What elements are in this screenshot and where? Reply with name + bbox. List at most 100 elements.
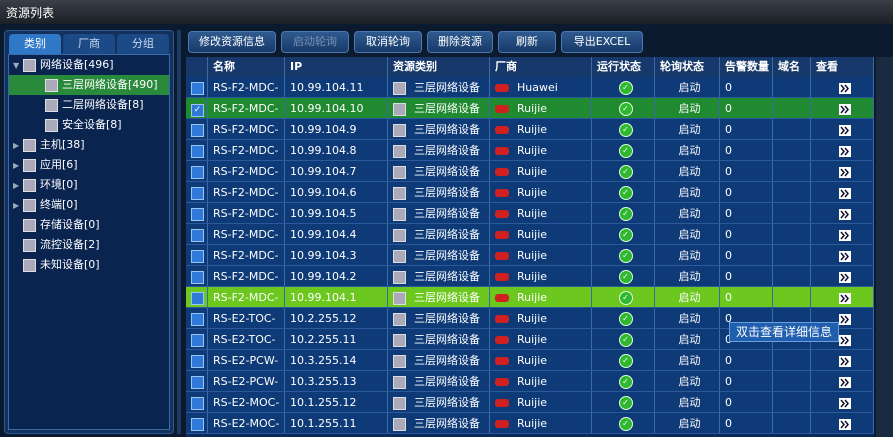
view-button[interactable] (838, 103, 851, 115)
cell (773, 308, 811, 328)
table-row[interactable]: RS-F2-MDC- 10.99.104.9 三层网络设备 Ruijie ✓ 启动 0 (186, 119, 874, 140)
tab[interactable]: 分组 (117, 34, 169, 54)
checkbox[interactable] (191, 355, 204, 368)
table-row[interactable]: RS-F2-MDC- 10.99.104.4 三层网络设备 Ruijie ✓ 启动 0 (186, 224, 874, 245)
expander[interactable]: ▼ (13, 61, 20, 70)
table-row[interactable]: RS-F2-MDC- 10.99.104.8 三层网络设备 Ruijie ✓ 启动 0 (186, 140, 874, 161)
cell (186, 308, 208, 328)
header-cell[interactable]: 运行状态 (592, 57, 655, 77)
view-button[interactable] (838, 145, 851, 157)
header-cell[interactable]: 域名 (773, 57, 811, 77)
vendor-logo (495, 252, 509, 260)
tree-item[interactable]: 未知设备[0] (9, 255, 169, 275)
checkbox[interactable] (191, 166, 204, 179)
view-button[interactable] (838, 124, 851, 136)
toolbar-button[interactable]: 取消轮询 (354, 31, 422, 53)
view-button[interactable] (838, 187, 851, 199)
checkbox[interactable] (191, 145, 204, 158)
checkbox[interactable] (191, 82, 204, 95)
tree-item[interactable]: 存储设备[0] (9, 215, 169, 235)
expander[interactable]: ▶ (13, 161, 20, 170)
table-row[interactable]: RS-F2-MDC- 10.99.104.1 三层网络设备 Ruijie ✓ 启动 0 (186, 287, 874, 308)
type-icon (393, 375, 406, 389)
table-row[interactable]: RS-F2-MDC- 10.99.104.2 三层网络设备 Ruijie ✓ 启动 0 (186, 266, 874, 287)
splitter[interactable] (177, 30, 181, 434)
tree-item[interactable]: ▶ 终端[0] (9, 195, 169, 215)
tab[interactable]: 厂商 (63, 34, 115, 54)
checkbox[interactable] (191, 376, 204, 389)
view-button[interactable] (838, 208, 851, 220)
tree-item[interactable]: 三层网络设备[490] (9, 75, 169, 95)
vendor-logo (495, 378, 509, 386)
view-button[interactable] (838, 418, 851, 430)
header-cell[interactable]: 厂商 (490, 57, 592, 77)
cell: 启动 (655, 245, 720, 265)
checkbox[interactable] (191, 313, 204, 326)
header-cell[interactable]: 名称 (208, 57, 285, 77)
cell: 启动 (655, 266, 720, 286)
tree-item[interactable]: ▶ 主机[38] (9, 135, 169, 155)
header-cell[interactable]: 查看 (811, 57, 874, 77)
expander[interactable]: ▶ (13, 181, 20, 190)
header-cell[interactable]: 轮询状态 (655, 57, 720, 77)
tree-item[interactable]: 安全设备[8] (9, 115, 169, 135)
table-row[interactable]: RS-F2-MDC- 10.99.104.11 三层网络设备 Huawei ✓ 启动 0 (186, 77, 874, 98)
checkbox[interactable] (191, 187, 204, 200)
table-row[interactable]: RS-E2-MOC- 10.1.255.11 三层网络设备 Ruijie ✓ 启动 0 (186, 413, 874, 434)
tree-item[interactable]: ▼ 网络设备[496] (9, 55, 169, 75)
expander[interactable]: ▶ (13, 201, 20, 210)
checkbox[interactable] (191, 271, 204, 284)
table-row[interactable]: RS-E2-TOC- 10.2.255.11 三层网络设备 Ruijie ✓ 启动 0 (186, 329, 874, 350)
header-cell[interactable]: IP (285, 57, 388, 77)
view-button[interactable] (838, 82, 851, 94)
view-button[interactable] (838, 355, 851, 367)
checkbox[interactable] (191, 250, 204, 263)
cell: RS-E2-TOC- (208, 308, 285, 328)
header-cell[interactable]: 资源类别 (388, 57, 490, 77)
table-row[interactable]: ✓ RS-F2-MDC- 10.99.104.10 三层网络设备 Ruijie ✓ 启动 0 (186, 98, 874, 119)
toolbar-button[interactable]: 删除资源 (427, 31, 493, 53)
tree-item[interactable]: ▶ 环境[0] (9, 175, 169, 195)
view-button[interactable] (838, 166, 851, 178)
checkbox[interactable]: ✓ (191, 104, 204, 117)
cell-text: 三层网络设备 (414, 228, 480, 241)
checkbox[interactable] (191, 229, 204, 242)
tree-item[interactable]: 流控设备[2] (9, 235, 169, 255)
view-button[interactable] (838, 292, 851, 304)
table-row[interactable]: RS-F2-MDC- 10.99.104.7 三层网络设备 Ruijie ✓ 启动 0 (186, 161, 874, 182)
view-button[interactable] (838, 271, 851, 283)
toolbar-button[interactable]: 启动轮询 (281, 31, 349, 53)
table-row[interactable]: RS-F2-MDC- 10.99.104.6 三层网络设备 Ruijie ✓ 启动 0 (186, 182, 874, 203)
table-row[interactable]: RS-F2-MDC- 10.99.104.5 三层网络设备 Ruijie ✓ 启动 0 (186, 203, 874, 224)
tree-item[interactable]: ▶ 应用[6] (9, 155, 169, 175)
toolbar-button[interactable]: 刷新 (498, 31, 556, 53)
table-row[interactable]: RS-E2-PCW- 10.3.255.13 三层网络设备 Ruijie ✓ 启动 0 (186, 371, 874, 392)
view-button[interactable] (838, 397, 851, 409)
checkbox[interactable] (191, 124, 204, 137)
expander[interactable]: ▶ (13, 141, 20, 150)
cell: RS-F2-MDC- (208, 266, 285, 286)
table-row[interactable]: RS-E2-TOC- 10.2.255.12 三层网络设备 Ruijie ✓ 启动 0 (186, 308, 874, 329)
checkbox[interactable] (191, 334, 204, 347)
view-button[interactable] (838, 376, 851, 388)
checkbox[interactable] (191, 397, 204, 410)
view-button[interactable] (838, 313, 851, 325)
view-button[interactable] (838, 250, 851, 262)
checkbox[interactable] (191, 418, 204, 431)
table-row[interactable]: RS-E2-MOC- 10.1.255.12 三层网络设备 Ruijie ✓ 启动 0 (186, 392, 874, 413)
cell-text: RS-E2-MOC- (213, 417, 280, 430)
toolbar-button[interactable]: 导出EXCEL (561, 31, 643, 53)
table-row[interactable]: RS-E2-PCW- 10.3.255.14 三层网络设备 Ruijie ✓ 启动 0 (186, 350, 874, 371)
toolbar-button[interactable]: 修改资源信息 (188, 31, 276, 53)
tree-label: 终端[0] (40, 198, 78, 211)
scrollbar[interactable] (876, 57, 893, 437)
view-button[interactable] (838, 334, 851, 346)
tree-item[interactable]: 二层网络设备[8] (9, 95, 169, 115)
header-cell[interactable]: 告警数量 (720, 57, 773, 77)
table-row[interactable]: RS-F2-MDC- 10.99.104.3 三层网络设备 Ruijie ✓ 启动 0 (186, 245, 874, 266)
checkbox[interactable] (191, 208, 204, 221)
view-button[interactable] (838, 229, 851, 241)
tab[interactable]: 类别 (9, 34, 61, 54)
cell-text: 10.3.255.14 (290, 354, 357, 367)
checkbox[interactable] (191, 292, 204, 305)
